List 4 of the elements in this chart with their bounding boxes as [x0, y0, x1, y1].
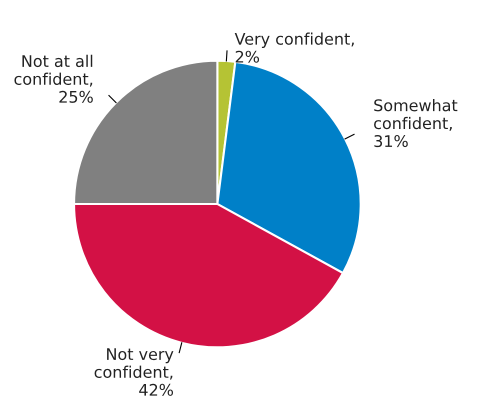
- slice-label: Somewhat confident, 31%: [374, 99, 458, 148]
- slice-label: Not at all confident, 25%: [14, 54, 93, 103]
- slice-label: Very confident, 2%: [234, 32, 354, 63]
- slice-label: Not very confident, 42%: [94, 348, 174, 396]
